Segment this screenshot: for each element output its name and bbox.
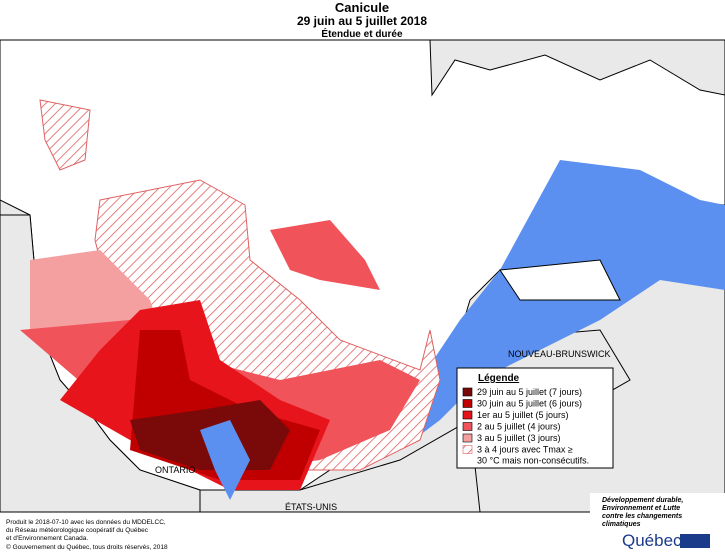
legend-items: 29 juin au 5 juillet (7 jours) 30 juin au… <box>462 387 589 466</box>
map-caption: Étendue et durée <box>321 27 403 40</box>
legend-swatch <box>462 445 473 454</box>
legend-label: 1er au 5 juillet (5 jours) <box>477 410 569 420</box>
gaspesie <box>499 259 621 301</box>
legend-label: 3 au 5 juillet (3 jours) <box>477 433 561 443</box>
zone-hatched <box>39 99 91 171</box>
legend-title: Légende <box>478 373 520 384</box>
legend-swatch <box>462 387 473 397</box>
map-title: Canicule <box>335 0 389 15</box>
legend-label: 29 juin au 5 juillet (7 jours) <box>477 387 582 397</box>
logo-flag <box>680 534 710 548</box>
legend-label: 3 à 4 jours avec Tmax ≥30 °C mais non-co… <box>477 445 589 466</box>
legend-label: 2 au 5 juillet (4 jours) <box>477 422 561 432</box>
footer-line: et d'Environnement Canada. <box>6 535 88 542</box>
legend-swatch <box>462 410 473 420</box>
legend-swatch <box>462 422 473 431</box>
logo-line: climatiques <box>602 521 641 528</box>
legend-box <box>456 367 614 469</box>
legend-swatch <box>462 399 473 408</box>
zone-3days <box>30 250 160 330</box>
logo-brand: Québec <box>622 531 682 550</box>
map-subtitle: 29 juin au 5 juillet 2018 <box>297 14 427 28</box>
legend-swatch <box>462 433 473 443</box>
place-label: ONTARIO <box>155 465 195 475</box>
logo-line: Développement durable, <box>602 497 683 504</box>
zone-4days <box>270 220 380 290</box>
logo-line: contre les changements <box>602 513 682 520</box>
footer-copyright: © Gouvernement du Québec, tous droits ré… <box>6 543 168 551</box>
river <box>200 420 250 500</box>
legend-label: 30 juin au 5 juillet (6 jours) <box>477 399 582 409</box>
logo-line: Environnement et Lutte <box>602 505 680 512</box>
footer-line: du Réseau météorologique coopératif du Q… <box>6 527 149 534</box>
place-label: NOUVEAU-BRUNSWICK <box>508 349 611 359</box>
footer: Produit le 2018-07-10 avec les données d… <box>6 519 168 551</box>
footer-line: Produit le 2018-07-10 avec les données d… <box>6 519 166 526</box>
place-label: ÉTATS-UNIS <box>285 502 337 512</box>
